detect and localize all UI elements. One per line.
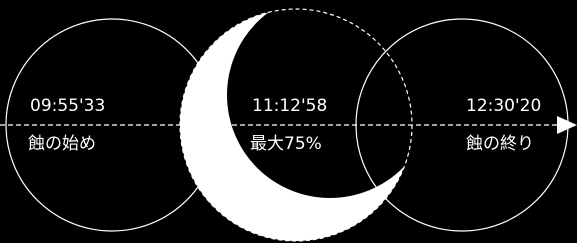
stage-time: 11:12'58 [252, 96, 327, 116]
eclipse-diagram: 09:55'33 蝕の始め 11:12'58 最大75% 12:30'20 蝕の… [0, 0, 577, 243]
stage-time: 09:55'33 [30, 96, 105, 116]
stage-label: 蝕の始め [28, 134, 96, 154]
stage-time: 12:30'20 [466, 96, 541, 116]
stage-label: 最大75% [250, 134, 322, 154]
stage-label: 蝕の終り [466, 134, 534, 154]
